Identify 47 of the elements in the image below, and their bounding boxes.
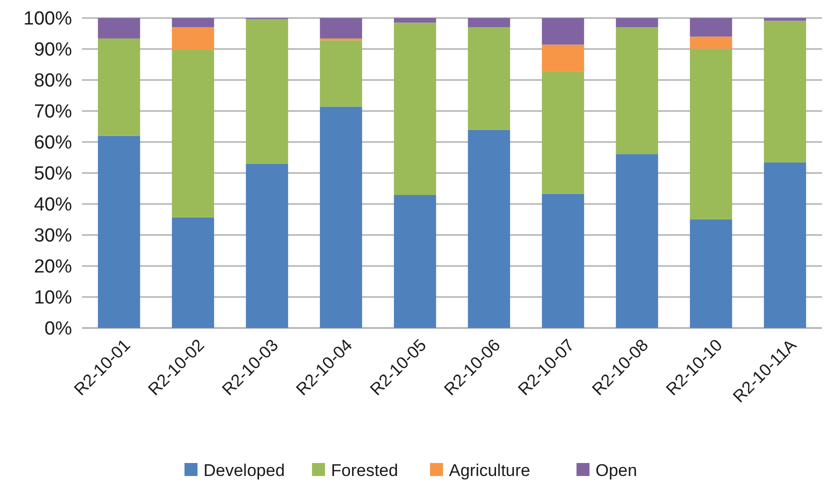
bar bbox=[172, 18, 214, 28]
bar bbox=[246, 164, 288, 328]
legend-label: Forested bbox=[331, 460, 398, 480]
bar bbox=[320, 18, 362, 38]
y-tick-label: 40% bbox=[34, 194, 72, 216]
bar bbox=[394, 195, 436, 328]
bar bbox=[764, 18, 806, 21]
y-tick-label: 50% bbox=[34, 164, 72, 185]
bar bbox=[172, 27, 214, 50]
y-tick-label: 10% bbox=[34, 288, 72, 309]
bar bbox=[542, 18, 584, 45]
y-tick-label: 0% bbox=[44, 318, 72, 340]
y-tick-label: 30% bbox=[34, 226, 72, 247]
bar bbox=[616, 154, 658, 328]
bar bbox=[468, 130, 510, 328]
y-tick-label: 70% bbox=[34, 102, 72, 123]
bar bbox=[690, 48, 732, 220]
legend-label: Developed bbox=[204, 460, 285, 480]
y-tick-label: 60% bbox=[34, 132, 72, 154]
bar bbox=[98, 18, 140, 38]
bar bbox=[98, 136, 140, 328]
bar bbox=[616, 27, 658, 154]
bar bbox=[542, 194, 584, 328]
bar bbox=[764, 162, 806, 328]
bar bbox=[394, 18, 436, 23]
y-tick-label: 100% bbox=[23, 8, 72, 30]
bar bbox=[172, 50, 214, 218]
bar bbox=[690, 220, 732, 328]
legend-label: Open bbox=[596, 460, 638, 480]
bar bbox=[616, 18, 658, 28]
bar bbox=[98, 38, 140, 136]
bar bbox=[320, 40, 362, 107]
bar bbox=[468, 27, 510, 130]
bar bbox=[690, 36, 732, 49]
bar bbox=[690, 18, 732, 37]
bar bbox=[172, 217, 214, 328]
bar bbox=[764, 20, 806, 162]
bar bbox=[320, 106, 362, 328]
bar bbox=[542, 72, 584, 194]
bar bbox=[246, 19, 288, 164]
bar bbox=[542, 44, 584, 72]
y-tick-label: 80% bbox=[34, 70, 72, 92]
legend-label: Agriculture bbox=[449, 460, 530, 480]
bar bbox=[394, 22, 436, 196]
bar bbox=[468, 18, 510, 28]
y-tick-label: 90% bbox=[34, 40, 72, 61]
y-tick-label: 20% bbox=[34, 256, 72, 278]
